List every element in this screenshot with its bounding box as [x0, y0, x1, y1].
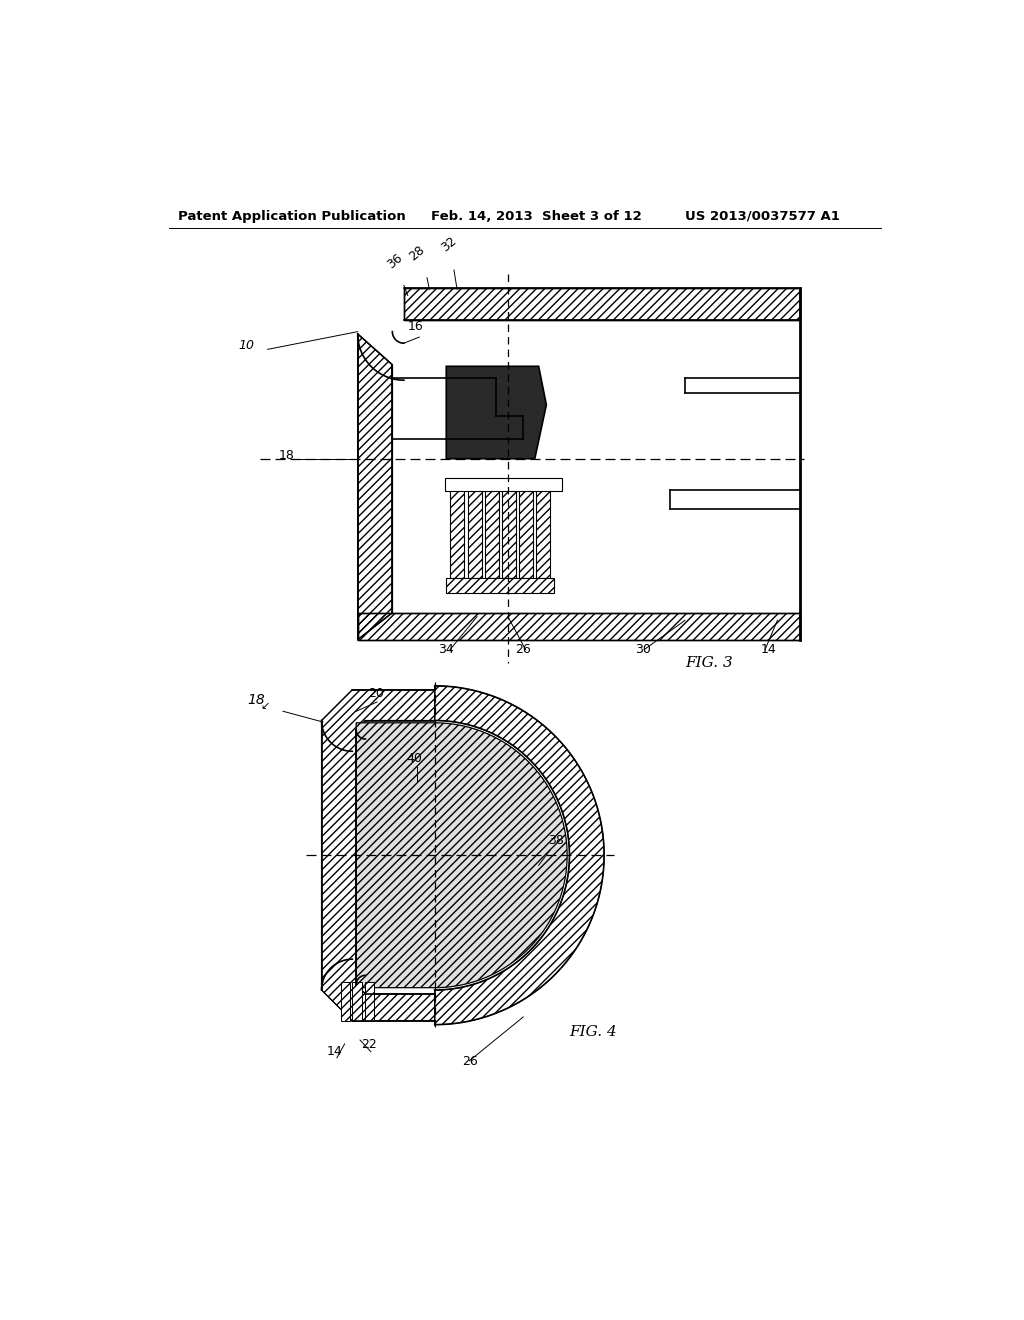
Text: FIG. 4: FIG. 4 — [569, 1026, 617, 1039]
Polygon shape — [468, 486, 481, 578]
Polygon shape — [446, 367, 547, 459]
Text: 38: 38 — [548, 834, 564, 846]
Text: Feb. 14, 2013  Sheet 3 of 12: Feb. 14, 2013 Sheet 3 of 12 — [431, 210, 642, 223]
Polygon shape — [451, 490, 464, 578]
Text: Patent Application Publication: Patent Application Publication — [178, 210, 407, 223]
Text: 14: 14 — [761, 643, 776, 656]
Polygon shape — [503, 490, 516, 578]
Text: 16: 16 — [408, 321, 424, 333]
Text: 36: 36 — [385, 251, 406, 272]
Text: 32: 32 — [438, 234, 459, 253]
Text: 14: 14 — [327, 1045, 343, 1059]
Text: 20: 20 — [368, 688, 384, 701]
Polygon shape — [444, 478, 562, 491]
Text: 34: 34 — [438, 643, 455, 656]
Polygon shape — [356, 723, 567, 987]
Text: 40: 40 — [407, 752, 422, 766]
Text: 26: 26 — [515, 643, 531, 656]
Text: FIG. 3: FIG. 3 — [685, 656, 733, 669]
Text: 26: 26 — [462, 1056, 477, 1068]
Text: $\swarrow$: $\swarrow$ — [258, 700, 269, 711]
Polygon shape — [537, 488, 550, 578]
Text: US 2013/0037577 A1: US 2013/0037577 A1 — [685, 210, 840, 223]
Text: 18: 18 — [279, 449, 294, 462]
Polygon shape — [341, 982, 350, 1020]
Text: 18: 18 — [248, 693, 265, 706]
Polygon shape — [519, 486, 534, 578]
Polygon shape — [365, 982, 374, 1020]
Text: 28: 28 — [407, 243, 427, 263]
Text: 22: 22 — [361, 1038, 377, 1051]
Polygon shape — [446, 578, 554, 594]
Polygon shape — [352, 982, 361, 1020]
Text: 10: 10 — [239, 339, 254, 352]
Text: 30: 30 — [635, 643, 651, 656]
Polygon shape — [484, 488, 499, 578]
